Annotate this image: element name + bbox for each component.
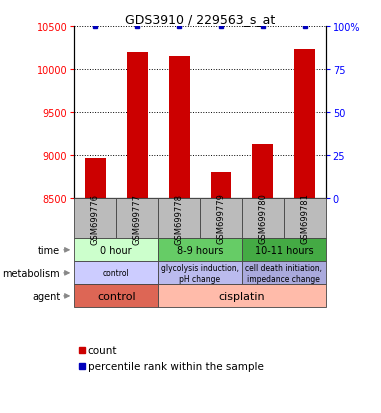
Bar xyxy=(158,239,242,262)
Text: 10-11 hours: 10-11 hours xyxy=(255,245,313,255)
Bar xyxy=(74,239,158,262)
Bar xyxy=(116,198,158,239)
Text: 0 hour: 0 hour xyxy=(100,245,132,255)
Text: GSM699779: GSM699779 xyxy=(216,193,226,244)
Title: GDS3910 / 229563_s_at: GDS3910 / 229563_s_at xyxy=(125,13,275,26)
Text: cell death initiation,
impedance change: cell death initiation, impedance change xyxy=(245,263,322,283)
Bar xyxy=(126,52,147,198)
Text: GSM699776: GSM699776 xyxy=(91,193,100,244)
Text: glycolysis induction,
pH change: glycolysis induction, pH change xyxy=(161,263,239,283)
Bar xyxy=(242,198,284,239)
Bar xyxy=(158,262,242,285)
Bar xyxy=(168,57,190,198)
Bar xyxy=(242,262,326,285)
Bar xyxy=(252,144,274,198)
Text: metabolism: metabolism xyxy=(3,268,60,278)
Text: agent: agent xyxy=(32,291,60,301)
Text: GSM699778: GSM699778 xyxy=(174,193,184,244)
Text: count: count xyxy=(88,345,117,355)
Text: GSM699780: GSM699780 xyxy=(258,193,267,244)
Text: control: control xyxy=(97,291,136,301)
Text: percentile rank within the sample: percentile rank within the sample xyxy=(88,361,264,372)
Bar xyxy=(74,198,116,239)
Bar xyxy=(284,198,326,239)
Bar xyxy=(200,198,242,239)
Text: 8-9 hours: 8-9 hours xyxy=(177,245,223,255)
Text: GSM699781: GSM699781 xyxy=(300,193,309,244)
Text: GSM699777: GSM699777 xyxy=(133,193,142,244)
Bar xyxy=(74,262,158,285)
Bar xyxy=(210,173,231,198)
Bar xyxy=(158,285,326,308)
Bar xyxy=(294,50,315,198)
Text: time: time xyxy=(38,245,60,255)
Text: cisplatin: cisplatin xyxy=(219,291,265,301)
Text: control: control xyxy=(103,269,130,278)
Bar xyxy=(74,285,158,308)
Bar xyxy=(242,239,326,262)
Bar xyxy=(158,198,200,239)
Bar xyxy=(85,159,106,198)
